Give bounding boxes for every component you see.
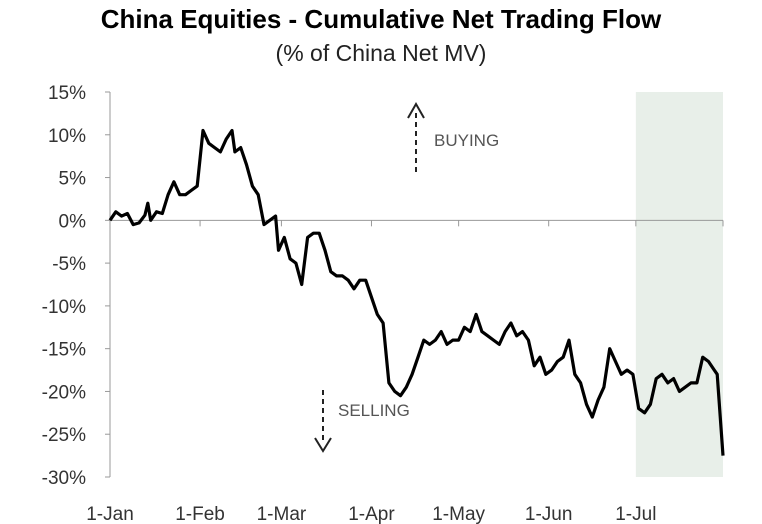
x-tick-label: 1-Mar <box>257 504 307 524</box>
x-axis: 1-Jan 1-Feb 1-Mar 1-Apr 1-May 1-Jun 1-Jul <box>86 219 724 524</box>
y-tick-label: -10% <box>42 297 86 318</box>
buying-arrow-head <box>407 101 425 119</box>
shaded-region <box>635 92 723 477</box>
y-tick-label: -20% <box>42 382 86 403</box>
x-tick-label: 1-Jan <box>86 504 134 524</box>
x-tick-label: 1-Feb <box>175 504 225 524</box>
y-tick-label: -30% <box>42 468 86 489</box>
y-tick-label: -15% <box>42 340 86 361</box>
selling-annotation: SELLING <box>314 390 410 453</box>
x-tick-label: 1-Apr <box>348 504 395 524</box>
x-tick-label: 1-Jun <box>525 504 573 524</box>
buying-label: BUYING <box>434 131 499 150</box>
y-tick-label: 15% <box>48 83 86 104</box>
buying-annotation: BUYING <box>407 101 499 172</box>
series-line <box>108 128 725 456</box>
chart-title: China Equities - Cumulative Net Trading … <box>100 4 662 34</box>
y-tick-label: -25% <box>42 425 86 446</box>
y-tick-label: 5% <box>59 169 87 190</box>
y-tick-label: -5% <box>52 254 86 275</box>
selling-label: SELLING <box>338 401 410 420</box>
y-tick-label: 0% <box>59 211 87 232</box>
x-tick-label: 1-May <box>432 504 485 524</box>
y-tick-label: 10% <box>48 126 86 147</box>
chart-subtitle: (% of China Net MV) <box>275 40 487 66</box>
y-axis: 15% 10% 5% 0% -5% -10% -15% -20% -25% -30% <box>42 83 111 489</box>
selling-arrow-head <box>314 437 332 453</box>
x-tick-label: 1-Jul <box>615 504 656 524</box>
